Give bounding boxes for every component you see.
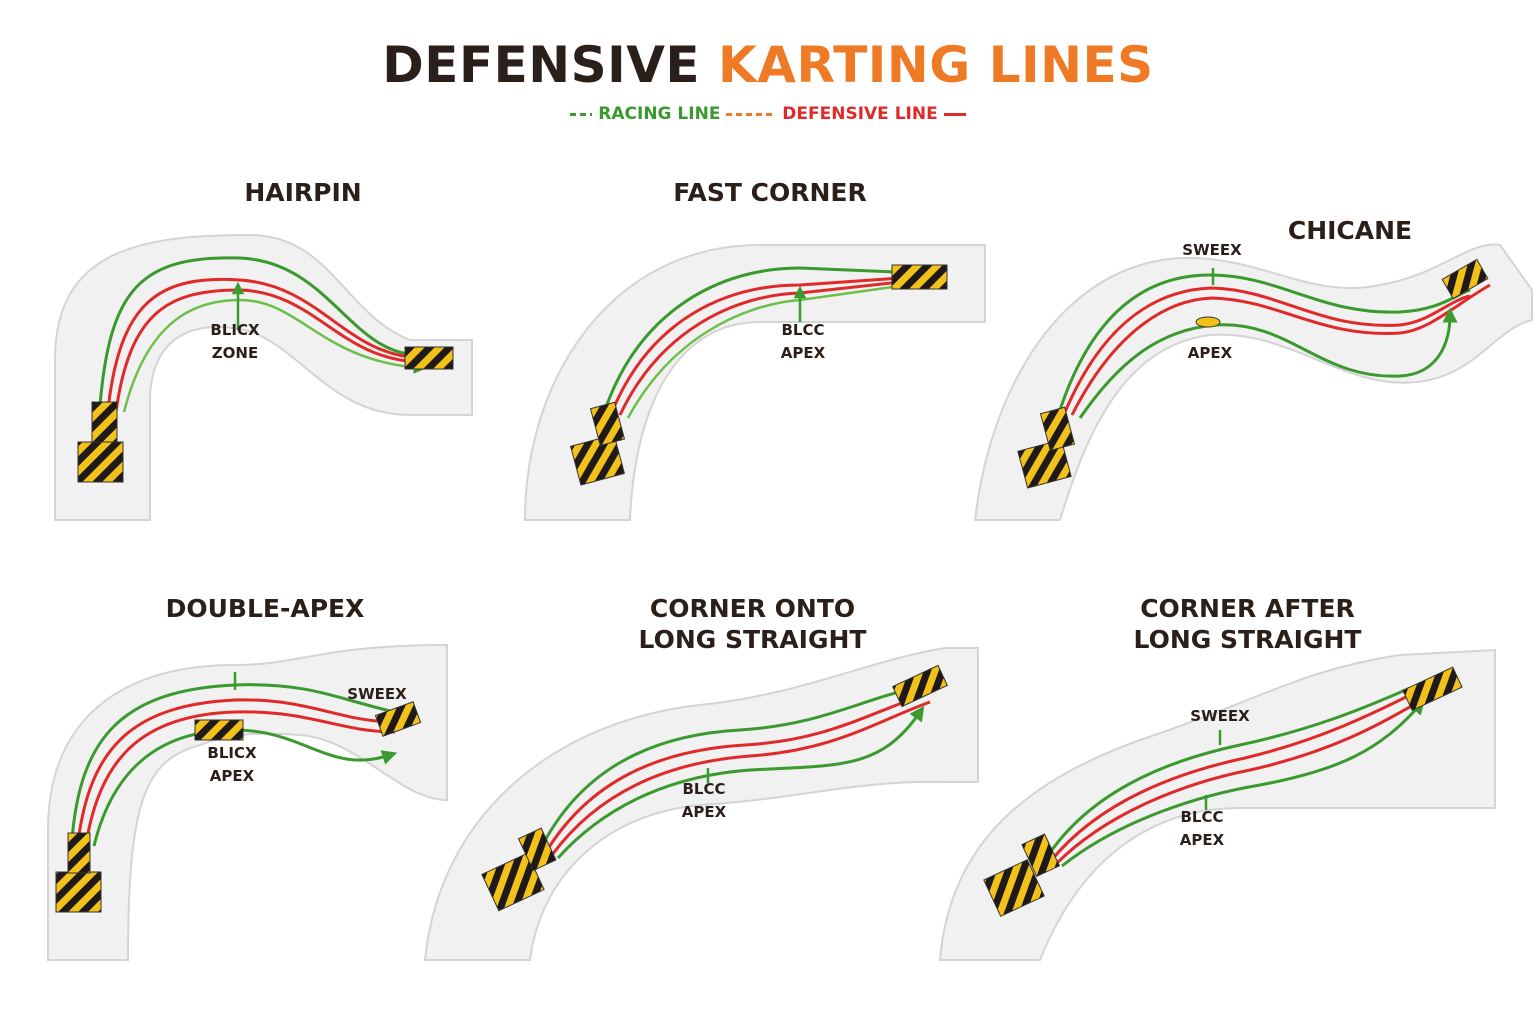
corner-after-track (938, 648, 1496, 961)
chicane-sweep-label: SWEEX (1182, 241, 1242, 259)
defensive-line-swatch (943, 112, 966, 116)
corner-after-racing-line (1043, 686, 1411, 861)
chicane-diagram (973, 243, 1533, 521)
chicane-title: CHICANE (1287, 216, 1413, 245)
legend-racing-line: RACING LINE (598, 104, 721, 124)
double-apex-diagram (47, 643, 448, 961)
double-apex-label-line1: BLICX (207, 744, 257, 762)
corner-after-hazard-start-top (1021, 833, 1061, 878)
double-apex-title: DOUBLE-APEX (165, 594, 365, 623)
fast-corner-hazard-start-top (589, 401, 626, 447)
corner-after-title: CORNER AFTER LONG STRAIGHT (1095, 593, 1400, 655)
corner-onto-defensive-line-outer (544, 693, 926, 853)
corner-onto-hazard-start-top (517, 827, 557, 872)
legend-separator (726, 112, 777, 116)
corner-after-label-line2: APEX (1179, 831, 1225, 849)
hairpin-racing-line (98, 256, 421, 406)
corner-after-diagram (938, 648, 1496, 961)
chicane-defensive-line-inner (1070, 283, 1491, 416)
chicane-defensive-line-outer (1063, 286, 1471, 413)
title-part-2: KARTING LINES (718, 36, 1154, 94)
fast-corner-defensive-line-outer (610, 276, 901, 413)
corner-after-defensive-line-outer (1048, 688, 1421, 863)
double-apex-apex-label: BLICX APEX (192, 742, 272, 788)
chicane-racing-line (1058, 273, 1471, 411)
corner-onto-hazard-end (892, 664, 948, 708)
corner-after-apex-label: BLCC APEX (1162, 806, 1242, 852)
hairpin-hazard-start (77, 441, 124, 483)
fast-corner-racing-line (603, 266, 896, 411)
hairpin-label-line1: BLICX (210, 321, 260, 339)
hairpin-racing-line-inside (122, 298, 427, 413)
corner-onto-label-line2: APEX (681, 803, 727, 821)
fast-corner-hazard-end (891, 264, 948, 290)
fast-corner-diagram (523, 244, 986, 521)
double-apex-defensive-line-outer (76, 698, 396, 843)
hairpin-hazard-start-top (91, 401, 118, 443)
double-apex-racing-line (70, 683, 396, 841)
double-apex-label-line2: APEX (209, 767, 255, 785)
corner-onto-apex-label: BLCC APEX (664, 778, 744, 824)
corner-onto-diagram (423, 647, 979, 961)
corner-after-title-line2: LONG STRAIGHT (1133, 625, 1362, 654)
double-apex-hazard-start (55, 871, 102, 913)
chicane-apex-marker (1195, 316, 1221, 328)
legend-defensive-line: DEFENSIVE LINE (782, 104, 938, 124)
hairpin-track (54, 233, 473, 521)
fast-corner-label-line2: APEX (780, 344, 826, 362)
corner-onto-hazard-start (481, 852, 545, 912)
legend: RACING LINE DEFENSIVE LINE (0, 104, 1536, 124)
double-apex-sweep-label: SWEEX (347, 685, 407, 703)
double-apex-defensive-line-inner (84, 710, 396, 845)
corner-onto-racing-line (538, 686, 916, 851)
corner-onto-title: CORNER ONTO LONG STRAIGHT (600, 593, 905, 655)
corner-after-hazard-start (983, 859, 1045, 917)
hairpin-diagram (54, 233, 473, 521)
fast-corner-apex-label: BLCC APEX (763, 319, 843, 365)
hairpin-label-line2: ZONE (211, 344, 259, 362)
fast-corner-track (523, 244, 986, 521)
corner-after-defensive-line-inner (1054, 696, 1426, 866)
chicane-racing-line-exit (1078, 307, 1458, 419)
corner-after-hazard-end (1402, 666, 1463, 712)
fast-corner-label-line1: BLCC (781, 321, 825, 339)
double-apex-track (47, 643, 448, 961)
hairpin-zone-label: BLICX ZONE (195, 319, 275, 365)
chicane-apex-label: APEX (1187, 344, 1233, 362)
corner-onto-title-line1: CORNER ONTO (649, 594, 856, 623)
corner-onto-title-line2: LONG STRAIGHT (638, 625, 867, 654)
fast-corner-title: FAST CORNER (673, 178, 867, 207)
corner-onto-label-line1: BLCC (682, 780, 726, 798)
corner-onto-racing-line-exit (556, 705, 925, 860)
fast-corner-hazard-start (569, 434, 626, 486)
double-apex-hazard-start-top (67, 832, 91, 874)
corner-after-racing-line-exit (1061, 699, 1425, 868)
corner-after-sweep-label: SWEEX (1190, 707, 1250, 725)
corner-after-title-line1: CORNER AFTER (1140, 594, 1355, 623)
hairpin-defensive-line-outer (106, 277, 421, 411)
double-apex-hazard-mid (194, 719, 244, 741)
racing-line-swatch (570, 112, 593, 116)
chicane-hazard-start (1017, 439, 1072, 489)
chicane-hazard-start-top (1039, 406, 1076, 452)
fast-corner-defensive-line-inner (618, 280, 901, 416)
corner-onto-defensive-line-inner (550, 700, 931, 856)
title-part-1: DEFENSIVE (382, 36, 701, 94)
page-title: DEFENSIVE KARTING LINES (0, 36, 1536, 94)
corner-after-label-line1: BLCC (1180, 808, 1224, 826)
fast-corner-racing-line-inside (626, 284, 901, 419)
chicane-hazard-end (1441, 258, 1489, 300)
hairpin-title: HAIRPIN (244, 178, 362, 207)
double-apex-hazard-end (374, 701, 422, 737)
hairpin-hazard-end (404, 346, 454, 370)
